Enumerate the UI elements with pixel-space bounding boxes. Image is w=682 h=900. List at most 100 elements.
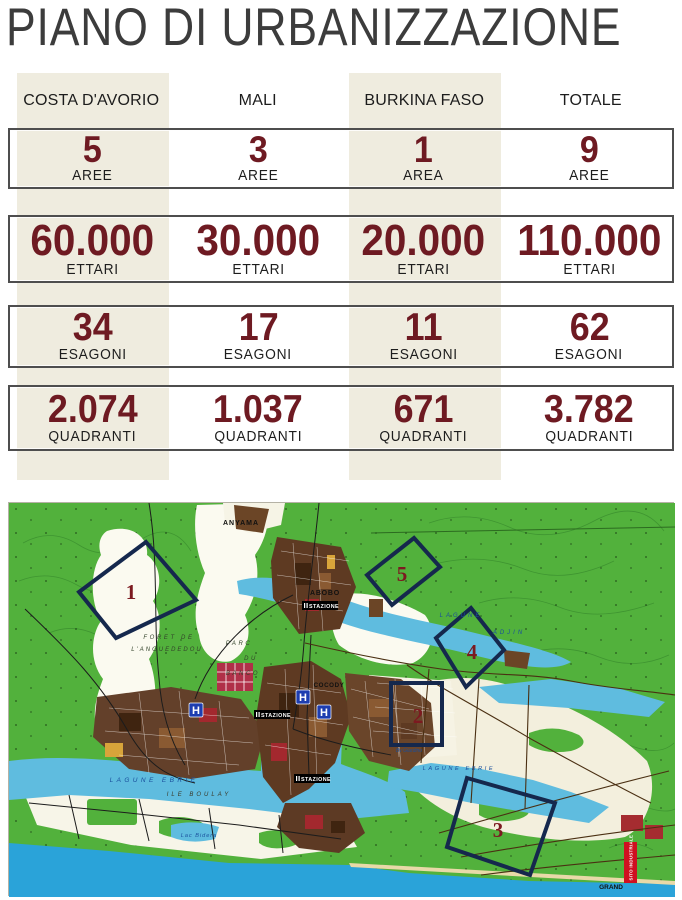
- stat-unit: ETTARI: [397, 262, 451, 278]
- stat-unit: ESAGONI: [224, 347, 293, 363]
- stat-value: 20.000: [361, 216, 486, 265]
- stat-cell: 110.000 ETTARI: [507, 217, 673, 281]
- stat-unit: ETTARI: [562, 262, 616, 278]
- svg-text:H: H: [192, 705, 200, 717]
- map-label-sito-industriale: SITO INDUSTRIALE: [629, 835, 634, 881]
- stat-cell: 62 ESAGONI: [507, 307, 673, 366]
- zone-numbers: 1 2 3 4 5: [126, 562, 504, 842]
- map-label-banco: BANCO: [226, 671, 260, 677]
- stat-unit: AREE: [72, 168, 114, 184]
- hospital-icon: H: [295, 689, 311, 705]
- map-canvas: 1 2 3 4 5 H H H ST: [9, 503, 675, 897]
- stat-cell: 1 AREA: [341, 130, 507, 187]
- map-label-lac-bidera: Lac Bidera: [181, 833, 217, 839]
- stat-unit: QUADRANTI: [48, 428, 137, 445]
- zone-outline-5: [364, 535, 443, 608]
- map-label-du: DU: [244, 656, 258, 662]
- map-label-abobo: ABOBO: [310, 590, 340, 597]
- stat-value: 60.000: [30, 216, 155, 265]
- stat-value: 1: [414, 129, 434, 170]
- stat-unit: ESAGONI: [389, 347, 458, 363]
- table-header-row: COSTA D'AVORIO MALI BURKINA FASO TOTALE: [8, 73, 674, 128]
- zone-number-4: 4: [467, 640, 478, 664]
- stat-cell: 671 QUADRANTI: [341, 387, 507, 449]
- svg-text:STAZIONE: STAZIONE: [309, 604, 339, 610]
- stat-cell: 1.037 QUADRANTI: [176, 387, 342, 449]
- roads: [24, 503, 392, 854]
- map-label-lagune-ebrie-right: LAGUNE EBRIE: [423, 766, 496, 772]
- map-label-parc: PARC: [226, 641, 253, 647]
- stat-value: 34: [72, 306, 113, 349]
- column-stripe-1: [17, 73, 169, 480]
- stat-row-ettari: 60.000 ETTARI 30.000 ETTARI 20.000 ETTAR…: [8, 215, 674, 283]
- stat-cell: 3 AREE: [176, 130, 342, 187]
- stat-cell: 5 AREE: [10, 130, 176, 187]
- stat-row-quadranti: 2.074 QUADRANTI 1.037 QUADRANTI 671 QUAD…: [8, 385, 674, 451]
- stats-table: COSTA D'AVORIO MALI BURKINA FASO TOTALE …: [8, 73, 674, 480]
- hospital-icon: H: [316, 704, 332, 720]
- station-label: STAZIONE: [254, 710, 291, 719]
- stat-value: 2.074: [47, 387, 138, 431]
- stat-cell: 30.000 ETTARI: [176, 217, 342, 281]
- stat-cell: 20.000 ETTARI: [341, 217, 507, 281]
- stat-cell: 60.000 ETTARI: [10, 217, 176, 281]
- zone-outlines: [76, 535, 558, 878]
- zone-number-3: 3: [493, 818, 504, 842]
- industrial-site-tag: SITO INDUSTRIALE: [624, 835, 637, 883]
- col-header-totale: TOTALE: [559, 92, 622, 109]
- map-label-grand: GRAND: [599, 884, 623, 891]
- zone-number-2: 2: [413, 704, 424, 728]
- hospital-icon: H: [188, 702, 204, 718]
- stat-value: 9: [579, 129, 599, 170]
- stat-cell: 3.782 QUADRANTI: [507, 387, 673, 449]
- map-label-cocody: COCODY: [314, 682, 345, 689]
- station-label: STAZIONE: [294, 774, 331, 783]
- map-label-lagune-adjin-1: LAGUNE: [440, 613, 483, 619]
- stat-unit: AREE: [568, 168, 610, 184]
- stat-value: 5: [83, 129, 103, 170]
- stat-unit: ESAGONI: [58, 347, 127, 363]
- map-label-foret-2: L'ANGUEDEDOU: [131, 647, 203, 653]
- col-header-mali: MALI: [238, 92, 277, 109]
- stat-value: 3.782: [544, 387, 635, 431]
- map-label-lagune-ebrie-left: LAGUNE EBRIE: [110, 777, 199, 784]
- stat-row-esagoni: 34 ESAGONI 17 ESAGONI 11 ESAGONI 62 ESAG…: [8, 305, 674, 368]
- zone-number-5: 5: [397, 562, 408, 586]
- urbanization-map: 1 2 3 4 5 H H H ST: [8, 502, 675, 897]
- svg-text:H: H: [299, 692, 307, 704]
- stat-cell: 9 AREE: [507, 130, 673, 187]
- svg-text:H: H: [320, 707, 328, 719]
- boundary-line: [370, 526, 675, 534]
- page-title: PIANO DI URBANIZZAZIONE: [6, 0, 622, 57]
- zone-outline-1: [76, 539, 200, 641]
- stat-row-aree: 5 AREE 3 AREE 1 AREA 9 AREE: [8, 128, 674, 189]
- roads-east: [304, 642, 675, 876]
- stat-unit: ETTARI: [66, 262, 120, 278]
- zone-number-1: 1: [126, 580, 137, 604]
- map-label-lagune-adjin-2: ADJIN: [492, 630, 525, 636]
- stat-cell: 17 ESAGONI: [176, 307, 342, 366]
- stat-unit: ESAGONI: [555, 347, 624, 363]
- zone-outline-2: [389, 681, 444, 747]
- map-place-labels: ANYAMA ABOBO COCODY FORET DE L'ANGUEDEDO…: [110, 520, 624, 891]
- col-header-costa-davorio: COSTA D'AVORIO: [23, 92, 160, 109]
- stat-value: 3: [248, 129, 268, 170]
- stat-value: 1.037: [213, 387, 304, 431]
- svg-text:STAZIONE: STAZIONE: [301, 777, 331, 783]
- map-label-bv-giardino: Bv Giardino: [396, 748, 422, 754]
- map-label-anyama: ANYAMA: [223, 520, 259, 527]
- zone-outline-4: [433, 605, 507, 691]
- stat-unit: QUADRANTI: [214, 428, 303, 445]
- stat-value: 671: [393, 387, 454, 431]
- hospital-icons: H H H: [188, 689, 332, 720]
- stat-value: 11: [404, 306, 443, 349]
- stat-value: 30.000: [196, 216, 321, 265]
- column-stripe-3: [349, 73, 501, 480]
- ocean: [9, 843, 675, 897]
- stat-unit: QUADRANTI: [545, 428, 634, 445]
- stat-unit: AREE: [237, 168, 279, 184]
- col-header-burkina-faso: BURKINA FASO: [364, 92, 485, 109]
- stat-value: 62: [569, 306, 610, 349]
- stat-cell: 2.074 QUADRANTI: [10, 387, 176, 449]
